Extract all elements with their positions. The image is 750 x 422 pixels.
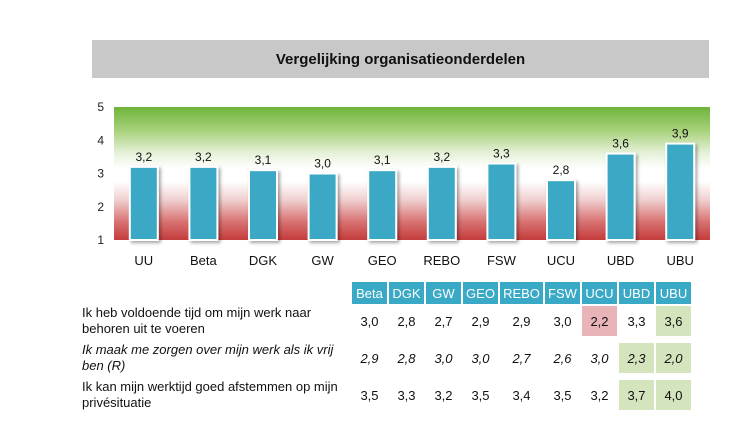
bar-chart: 1 2 3 4 5 3,2 3,2 3,1 3,0 3,1 3,2 3,3 2,8 3,6 3,9 UU B… [97, 100, 710, 268]
table-header-dgk: DGK [389, 282, 424, 304]
chart-title-bar: Vergelijking organisatieonderdelen [92, 40, 709, 78]
x-tick-label: DGK [249, 253, 278, 268]
bar-value-label: 3,2 [195, 150, 212, 164]
table-cell: 3,0 [590, 350, 609, 366]
table-cell: 3,5 [360, 387, 379, 403]
table-cell: 3,5 [553, 387, 572, 403]
x-tick-label: UCU [547, 253, 575, 268]
table-cell: 3,0 [471, 350, 490, 366]
table-cell: 2,3 [619, 343, 654, 373]
table-header-ucu: UCU [582, 282, 617, 304]
bar-value-label: 3,9 [672, 127, 689, 141]
bar-value-label: 3,1 [255, 153, 272, 167]
x-tick-label: Beta [190, 253, 218, 268]
table-cell: 3,2 [590, 387, 609, 403]
table-row-label: Ik kan mijn werktijd goed afstemmen op m… [82, 379, 338, 410]
table-cell: 3,2 [434, 387, 453, 403]
bars-group [128, 142, 696, 242]
bar-value-label: 3,6 [612, 137, 629, 151]
table-cell: 2,7 [434, 313, 453, 329]
table-cell: 3,0 [553, 313, 572, 329]
bar-dgk [248, 169, 278, 241]
bar-geo [367, 169, 398, 241]
table-cell: 2,8 [397, 350, 416, 366]
table-cell: 2,7 [512, 350, 531, 366]
bar-uu [128, 165, 159, 242]
bar-ubd [605, 152, 636, 241]
y-tick-label: 2 [97, 200, 104, 214]
table-cell: 2,0 [656, 343, 691, 373]
x-tick-label: GW [311, 253, 334, 268]
table-cell: 2,9 [471, 313, 490, 329]
bar-value-label: 3,0 [314, 157, 331, 171]
bar-fsw [486, 162, 517, 241]
table-cell: 3,6 [656, 306, 691, 336]
table-cell: 3,3 [397, 387, 416, 403]
x-tick-label: REBO [423, 253, 460, 268]
bar-rebo [426, 165, 457, 242]
x-tick-label: FSW [487, 253, 517, 268]
y-tick-label: 3 [97, 167, 104, 181]
table-cell: 2,9 [360, 350, 379, 366]
bar-value-label: 3,2 [135, 150, 152, 164]
bar-beta [188, 165, 219, 242]
table-header-rebo: REBO [500, 282, 543, 304]
bar-value-label: 2,8 [553, 163, 570, 177]
bar-ucu [546, 179, 576, 241]
table-cell: 2,6 [553, 350, 572, 366]
table-row-label: Ik heb voldoende tijd om mijn werk naar … [82, 305, 312, 336]
x-tick-label: GEO [368, 253, 397, 268]
y-axis: 1 2 3 4 5 [97, 100, 104, 247]
x-tick-label: UBU [666, 253, 693, 268]
x-axis: UU Beta DGK GW GEO REBO FSW UCU UBD UBU [134, 253, 694, 268]
bar-value-label: 3,2 [433, 150, 450, 164]
bar-ubu [665, 142, 696, 241]
table-header-geo: GEO [463, 282, 498, 304]
table-row-label: Ik maak me zorgen over mijn werk als ik … [82, 342, 334, 373]
table-cell: 2,9 [512, 313, 531, 329]
table-cell: 3,0 [434, 350, 453, 366]
table-cell: 3,4 [512, 387, 531, 403]
bar-value-labels: 3,2 3,2 3,1 3,0 3,1 3,2 3,3 2,8 3,6 3,9 [135, 127, 688, 178]
table-cell: 2,2 [582, 306, 617, 336]
table-cell: 3,3 [627, 313, 646, 329]
table-header-ubu: UBU [656, 282, 691, 304]
bar-value-label: 3,1 [374, 153, 391, 167]
y-tick-label: 1 [97, 233, 104, 247]
table-cell: 3,7 [619, 380, 654, 410]
y-tick-label: 4 [97, 133, 104, 147]
table-cell: 4,0 [656, 380, 691, 410]
table-header-ubd: UBD [619, 282, 654, 304]
bar-gw [307, 172, 338, 241]
table-header-beta: Beta [352, 282, 387, 304]
chart-title: Vergelijking organisatieonderdelen [275, 50, 526, 68]
table-header-fsw: FSW [545, 282, 580, 304]
table-cell: 2,8 [397, 313, 416, 329]
y-tick-label: 5 [97, 100, 104, 114]
x-tick-label: UU [134, 253, 153, 268]
table-header-gw: GW [426, 282, 461, 304]
bar-value-label: 3,3 [493, 147, 510, 161]
x-tick-label: UBD [607, 253, 634, 268]
table-cell: 3,5 [471, 387, 490, 403]
table-cell: 3,0 [360, 313, 379, 329]
